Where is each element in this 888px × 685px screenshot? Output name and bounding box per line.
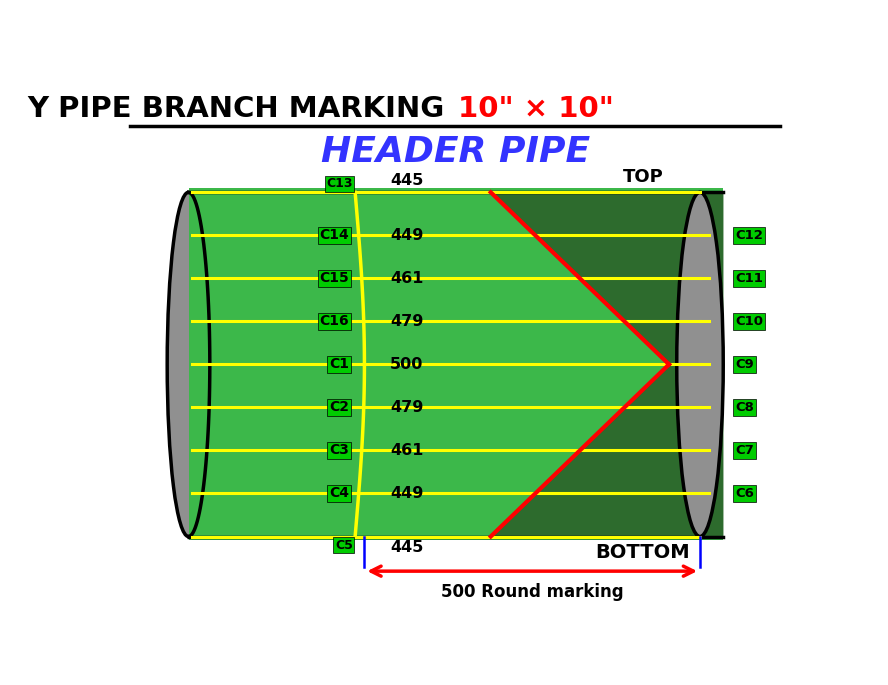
Text: C10: C10 bbox=[735, 315, 763, 328]
Text: C14: C14 bbox=[319, 228, 349, 242]
Text: Y PIPE BRANCH MARKING: Y PIPE BRANCH MARKING bbox=[28, 95, 455, 123]
Text: C6: C6 bbox=[735, 487, 754, 500]
Text: C13: C13 bbox=[326, 177, 353, 190]
Text: 10" × 10": 10" × 10" bbox=[458, 95, 614, 123]
Text: 461: 461 bbox=[390, 443, 424, 458]
Polygon shape bbox=[188, 188, 723, 540]
Text: C7: C7 bbox=[735, 444, 754, 457]
Text: 479: 479 bbox=[390, 400, 424, 415]
Text: TOP: TOP bbox=[622, 168, 663, 186]
Text: fabricatorguide.com: fabricatorguide.com bbox=[388, 403, 500, 470]
Text: fabricatorguide.com: fabricatorguide.com bbox=[342, 287, 454, 355]
Text: C3: C3 bbox=[329, 443, 349, 458]
Ellipse shape bbox=[167, 192, 210, 536]
Text: C5: C5 bbox=[335, 539, 353, 552]
Text: 445: 445 bbox=[390, 540, 424, 556]
Text: C11: C11 bbox=[735, 272, 763, 285]
Text: C9: C9 bbox=[735, 358, 754, 371]
Polygon shape bbox=[188, 192, 723, 536]
Text: 449: 449 bbox=[390, 228, 424, 243]
Polygon shape bbox=[491, 192, 723, 536]
Text: C8: C8 bbox=[735, 401, 754, 414]
Text: fabricatorguide.com: fabricatorguide.com bbox=[489, 256, 601, 324]
Text: BOTTOM: BOTTOM bbox=[595, 543, 690, 562]
Text: 500: 500 bbox=[390, 357, 424, 372]
Text: 449: 449 bbox=[390, 486, 424, 501]
Text: fabricatorguide.com: fabricatorguide.com bbox=[535, 372, 647, 439]
Text: 461: 461 bbox=[390, 271, 424, 286]
Text: fabricatorguide.com: fabricatorguide.com bbox=[206, 225, 318, 293]
Text: C15: C15 bbox=[319, 271, 349, 286]
Text: C1: C1 bbox=[329, 358, 349, 371]
Text: fabricatorguide.com: fabricatorguide.com bbox=[210, 379, 321, 447]
Polygon shape bbox=[491, 192, 723, 536]
Polygon shape bbox=[491, 192, 669, 536]
Ellipse shape bbox=[677, 192, 723, 536]
Text: C4: C4 bbox=[329, 486, 349, 501]
Text: fabricatorguide.com: fabricatorguide.com bbox=[489, 449, 601, 516]
Text: fabricatorguide.com: fabricatorguide.com bbox=[296, 464, 407, 532]
Text: 500 Round marking: 500 Round marking bbox=[441, 584, 623, 601]
Text: C12: C12 bbox=[735, 229, 763, 242]
Text: C2: C2 bbox=[329, 401, 349, 414]
Text: 479: 479 bbox=[390, 314, 424, 329]
Text: HEADER PIPE: HEADER PIPE bbox=[321, 134, 590, 169]
Text: C16: C16 bbox=[320, 314, 349, 328]
Polygon shape bbox=[491, 192, 669, 536]
Text: 445: 445 bbox=[390, 173, 424, 188]
